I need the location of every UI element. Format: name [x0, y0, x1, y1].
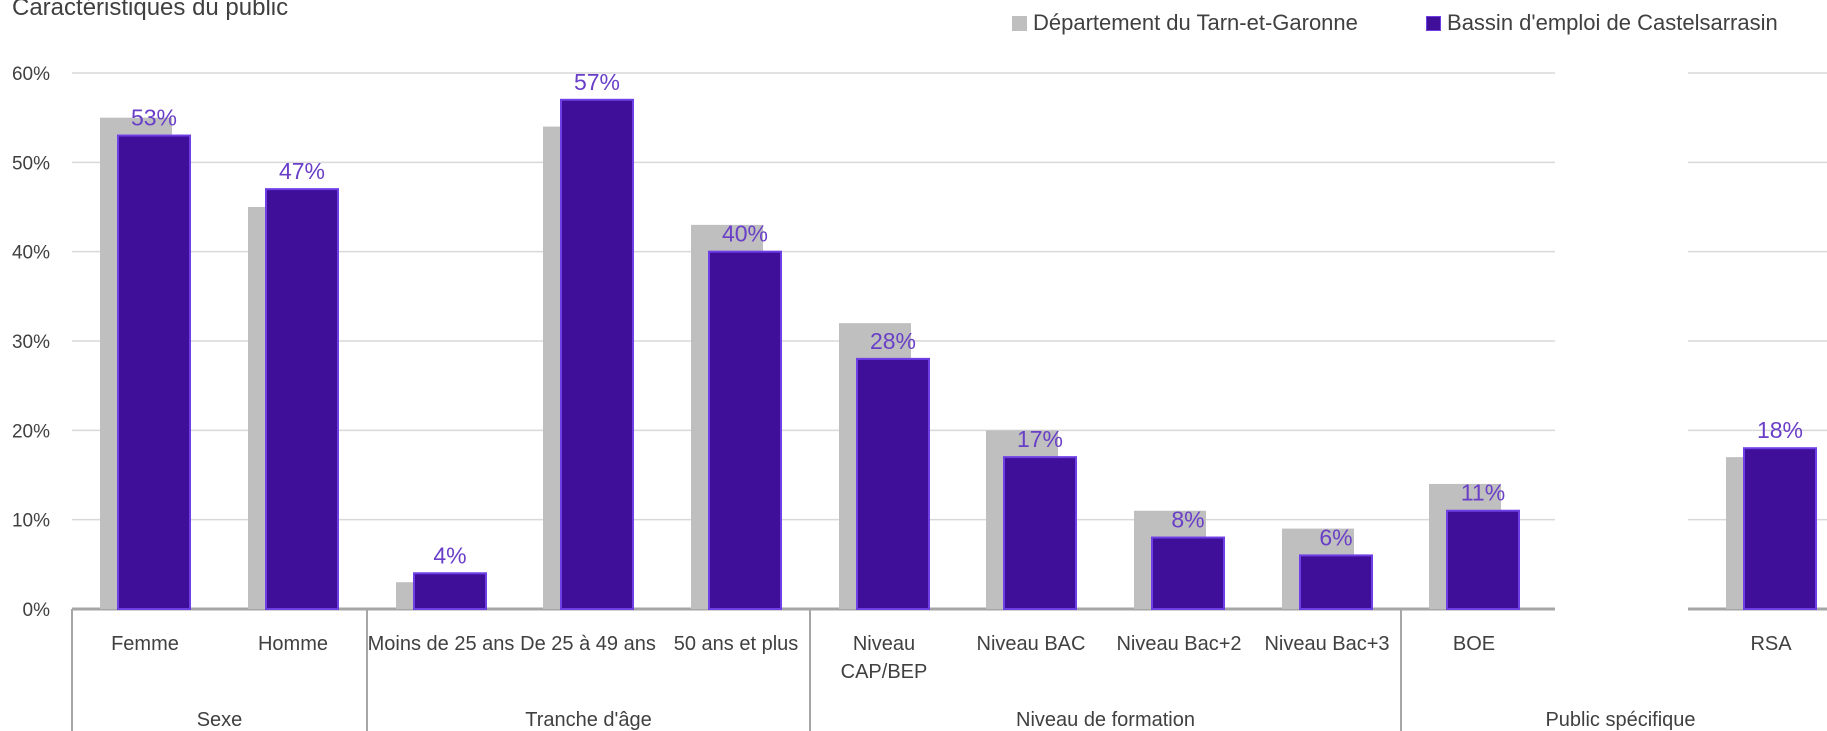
category-label: Homme [258, 633, 328, 655]
bar-bassin [1743, 447, 1817, 611]
group-label: Sexe [197, 709, 243, 731]
category-label: Niveau BAC [977, 633, 1086, 655]
category-label: CAP/BEP [841, 661, 928, 683]
data-label: 17% [1017, 426, 1063, 452]
data-label: 8% [1171, 507, 1204, 533]
y-tick-label: 50% [12, 153, 50, 174]
bar-bassin [1446, 509, 1520, 611]
bar-bassin [117, 134, 191, 611]
bar-bassin [413, 572, 487, 610]
group-label: Niveau de formation [1016, 709, 1195, 731]
y-tick-label: 20% [12, 421, 50, 442]
category-label: Niveau Bac+2 [1116, 633, 1241, 655]
data-label: 57% [574, 69, 620, 95]
y-tick-label: 0% [23, 600, 51, 621]
legend-swatch-departement [1012, 16, 1027, 31]
category-label: 50 ans et plus [674, 633, 799, 655]
y-tick-label: 60% [12, 64, 50, 85]
legend-label-departement: Département du Tarn-et-Garonne [1033, 10, 1358, 35]
category-label: Niveau Bac+3 [1264, 633, 1389, 655]
y-tick-label: 10% [12, 511, 50, 532]
category-label: De 25 à 49 ans [520, 633, 656, 655]
legend-item-departement: Département du Tarn-et-Garonne [1012, 10, 1358, 36]
group-label: Public spécifique [1545, 709, 1695, 731]
category-label: Femme [111, 633, 179, 655]
bar-bassin [265, 188, 339, 610]
data-label: 11% [1461, 480, 1505, 506]
group-label: Tranche d'âge [525, 709, 652, 731]
bar-bassin [1299, 554, 1373, 611]
data-label: 18% [1757, 417, 1803, 443]
data-label: 4% [433, 542, 466, 568]
legend-item-bassin: Bassin d'emploi de Castelsarrasin [1426, 10, 1778, 36]
y-tick-label: 30% [12, 332, 50, 353]
category-label: Moins de 25 ans [368, 633, 515, 655]
category-label: BOE [1453, 633, 1495, 655]
category-label: Niveau [853, 633, 915, 655]
data-label: 53% [131, 105, 177, 131]
data-label: 47% [279, 158, 325, 184]
bar-bassin [1003, 456, 1077, 610]
bar-bassin [856, 357, 930, 610]
bar-bassin [1151, 536, 1225, 610]
data-label: 28% [870, 328, 916, 354]
legend: Département du Tarn-et-Garonne Bassin d'… [1012, 10, 1778, 36]
category-label: RSA [1750, 633, 1792, 655]
chart-title: Caractéristiques du public [12, 0, 289, 21]
data-label: 6% [1319, 524, 1352, 550]
bar-bassin [708, 250, 782, 611]
legend-swatch-bassin [1426, 16, 1442, 31]
bar-bassin [560, 98, 634, 611]
y-tick-label: 40% [12, 243, 50, 264]
legend-label-bassin: Bassin d'emploi de Castelsarrasin [1447, 10, 1778, 35]
data-label: 40% [722, 221, 768, 247]
